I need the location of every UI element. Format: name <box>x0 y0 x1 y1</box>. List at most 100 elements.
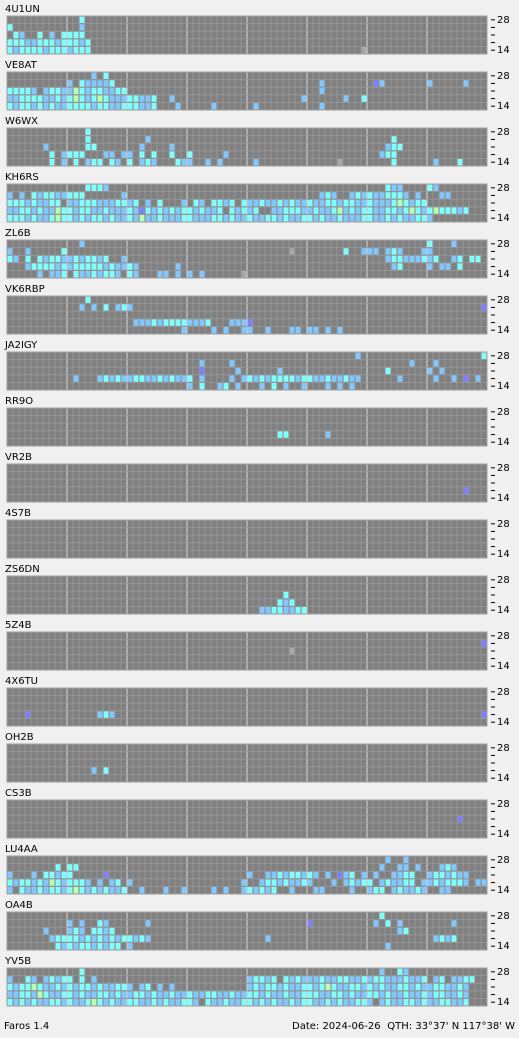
signal-cell <box>91 943 97 950</box>
signal-run <box>7 207 469 214</box>
signal-cell <box>79 887 85 894</box>
signal-cell <box>307 375 313 382</box>
signal-cell <box>433 207 439 214</box>
signal-cell <box>367 248 373 255</box>
signal-cell <box>73 87 79 95</box>
signal-cell <box>181 327 187 334</box>
signal-cell <box>373 871 379 879</box>
signal-cell <box>361 207 367 214</box>
station-label: YV5B <box>4 956 31 967</box>
signal-cell <box>61 248 67 255</box>
signal-cell <box>79 16 85 23</box>
signal-cell <box>133 103 139 110</box>
signal-cell <box>397 927 403 935</box>
signal-cell <box>37 103 43 110</box>
signal-cell <box>109 375 115 382</box>
signal-cell <box>427 215 433 222</box>
signal-cell <box>451 935 457 942</box>
signal-cell <box>91 767 97 774</box>
signal-cell <box>67 199 73 207</box>
signal-cell <box>385 207 391 214</box>
signal-cell <box>283 999 289 1006</box>
signal-cell <box>403 207 409 214</box>
signal-cell <box>433 983 439 991</box>
signal-cell <box>61 943 67 950</box>
signal-cell <box>439 935 445 942</box>
signal-cell <box>73 215 79 222</box>
signal-cell <box>379 215 385 222</box>
signal-cell <box>175 207 181 214</box>
signal-cell <box>13 999 19 1006</box>
signal-cell <box>49 887 55 894</box>
signal-cell <box>313 327 319 334</box>
signal-cell <box>121 215 127 222</box>
signal-cell <box>385 255 391 263</box>
signal-cell <box>187 159 193 166</box>
signal-cell <box>385 920 391 927</box>
signal-cell <box>433 935 439 942</box>
signal-cell <box>85 991 91 998</box>
app-version: Faros 1.4 <box>4 1021 49 1032</box>
signal-cell <box>79 95 85 102</box>
signal-cell <box>415 887 421 894</box>
signal-cell <box>19 39 25 46</box>
signal-cell <box>37 31 43 39</box>
signal-cell <box>61 999 67 1006</box>
signal-cell <box>85 879 91 886</box>
signal-cell <box>427 255 433 263</box>
signal-cell <box>169 151 175 158</box>
signal-cell <box>7 255 13 263</box>
signal-cell <box>205 319 211 326</box>
signal-cell <box>121 983 127 991</box>
signal-cell <box>127 991 133 998</box>
signal-cell <box>283 207 289 214</box>
signal-cell <box>115 935 121 942</box>
signal-run <box>289 248 433 255</box>
signal-cell <box>79 199 85 207</box>
signal-cell <box>25 711 31 718</box>
signal-cell <box>61 87 67 95</box>
signal-cell <box>25 991 31 998</box>
signal-cell <box>331 207 337 214</box>
signal-cell <box>397 887 403 894</box>
signal-cell <box>397 968 403 975</box>
signal-cell <box>247 991 253 998</box>
signal-cell <box>385 943 391 950</box>
signal-cell <box>73 39 79 46</box>
signal-cell <box>277 375 283 382</box>
signal-cell <box>19 192 25 199</box>
signal-cell <box>367 999 373 1006</box>
signal-cell <box>409 215 415 222</box>
signal-cell <box>133 263 139 270</box>
signal-cell <box>271 375 277 382</box>
signal-cell <box>403 871 409 879</box>
signal-cell <box>163 999 169 1006</box>
signal-cell <box>49 199 55 207</box>
signal-cell <box>373 215 379 222</box>
signal-cell <box>151 999 157 1006</box>
signal-cell <box>115 991 121 998</box>
signal-cell <box>61 151 67 158</box>
station-label: ZS6DN <box>5 564 40 575</box>
signal-cell <box>241 879 247 886</box>
signal-cell <box>307 199 313 207</box>
signal-cell <box>55 255 61 263</box>
signal-cell <box>169 999 175 1006</box>
signal-cell <box>247 199 253 207</box>
signal-cell <box>463 375 469 382</box>
band-label: 28 <box>497 295 510 306</box>
signal-cell <box>7 207 13 214</box>
signal-cell <box>247 319 253 326</box>
signal-cell <box>127 999 133 1006</box>
signal-cell <box>109 887 115 894</box>
signal-cell <box>25 983 31 991</box>
signal-cell <box>271 871 277 879</box>
signal-cell <box>145 920 151 927</box>
signal-cell <box>229 999 235 1006</box>
band-label: 28 <box>497 967 510 978</box>
signal-run <box>481 640 487 647</box>
signal-cell <box>349 215 355 222</box>
signal-cell <box>313 871 319 879</box>
signal-cell <box>145 199 151 207</box>
signal-cell <box>217 383 223 390</box>
